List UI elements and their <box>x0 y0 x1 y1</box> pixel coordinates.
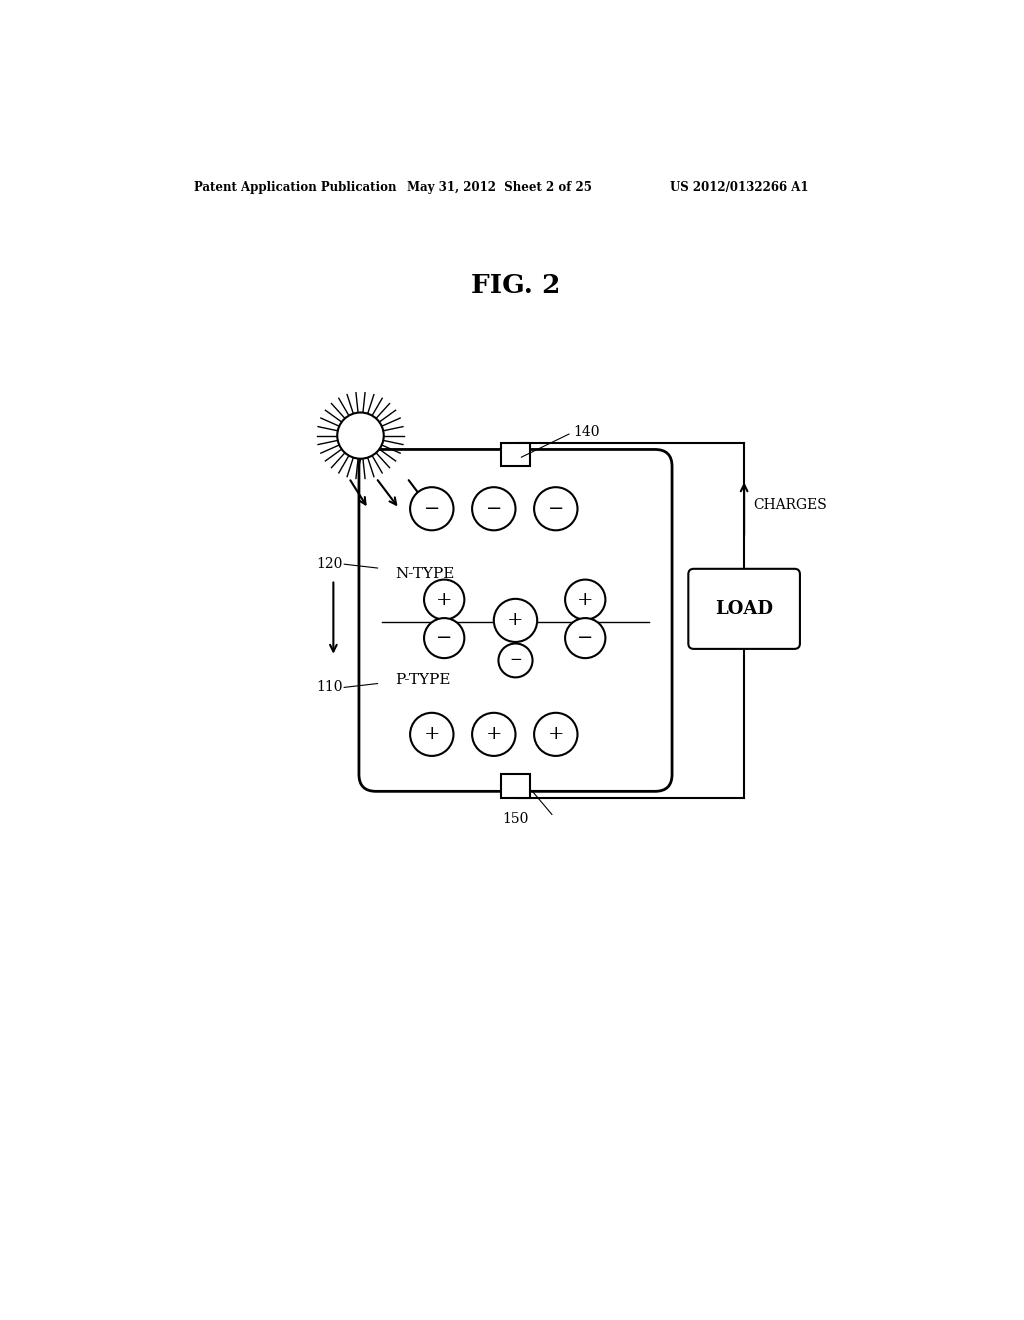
Circle shape <box>472 713 515 756</box>
Text: −: − <box>424 500 440 517</box>
Text: −: − <box>436 630 453 647</box>
Circle shape <box>424 618 464 659</box>
FancyBboxPatch shape <box>359 449 672 792</box>
Bar <box>501 775 530 797</box>
Text: +: + <box>436 590 453 609</box>
Text: −: − <box>578 630 594 647</box>
Text: −: − <box>485 500 502 517</box>
Text: +: + <box>548 726 564 743</box>
Circle shape <box>410 487 454 531</box>
Text: FIG. 2: FIG. 2 <box>471 273 560 298</box>
Text: 150: 150 <box>503 812 528 826</box>
Text: 140: 140 <box>572 425 599 438</box>
Text: +: + <box>577 590 594 609</box>
Text: +: + <box>485 726 502 743</box>
Circle shape <box>337 413 384 459</box>
Text: LOAD: LOAD <box>715 599 773 618</box>
Circle shape <box>565 618 605 659</box>
Text: US 2012/0132266 A1: US 2012/0132266 A1 <box>671 181 809 194</box>
Text: May 31, 2012  Sheet 2 of 25: May 31, 2012 Sheet 2 of 25 <box>407 181 592 194</box>
Bar <box>501 444 530 466</box>
Circle shape <box>535 487 578 531</box>
Circle shape <box>494 599 538 642</box>
FancyBboxPatch shape <box>688 569 800 649</box>
Text: 110: 110 <box>316 680 343 694</box>
Circle shape <box>565 579 605 619</box>
Text: +: + <box>424 726 440 743</box>
Text: −: − <box>548 500 564 517</box>
Circle shape <box>499 644 532 677</box>
Text: CHARGES: CHARGES <box>754 498 827 512</box>
Text: 120: 120 <box>316 557 343 572</box>
Text: +: + <box>507 611 523 630</box>
Circle shape <box>535 713 578 756</box>
Text: Patent Application Publication: Patent Application Publication <box>194 181 396 194</box>
Text: N-TYPE: N-TYPE <box>395 568 455 581</box>
Text: −: − <box>509 653 522 668</box>
Text: P-TYPE: P-TYPE <box>395 673 451 686</box>
Circle shape <box>410 713 454 756</box>
Circle shape <box>424 579 464 619</box>
Circle shape <box>472 487 515 531</box>
